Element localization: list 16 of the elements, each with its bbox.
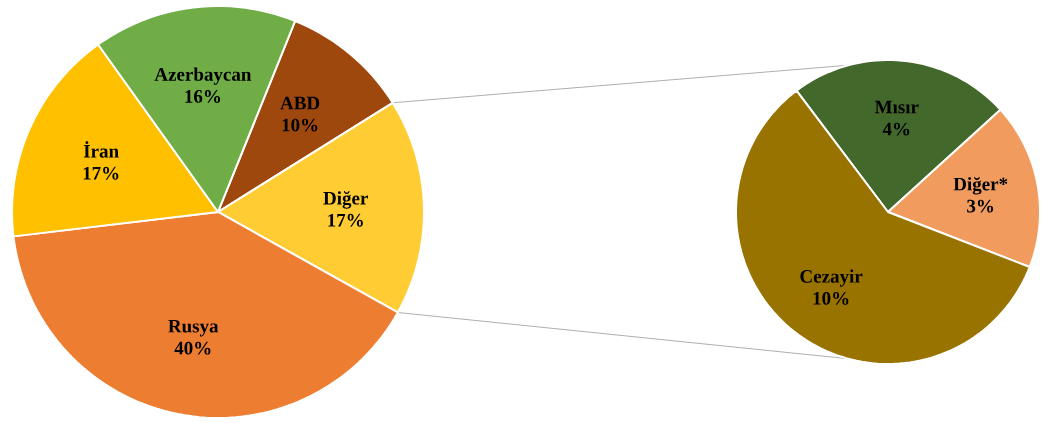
slice-label: Diğer* <box>953 176 1008 195</box>
data-label: 40% <box>174 341 211 355</box>
data-label: 10% <box>282 118 318 132</box>
slice-label: Diğer <box>323 191 368 209</box>
data-label: 4% <box>882 122 910 136</box>
slice-label: Azerbaycan <box>154 67 252 85</box>
slice-label: Cezayir <box>800 269 863 287</box>
slice-label: Rusya <box>168 319 219 337</box>
data-label: 10% <box>813 291 849 305</box>
data-label: 3% <box>967 199 994 213</box>
slice-label: İran <box>83 141 119 158</box>
data-label: 17% <box>83 166 119 180</box>
slice-label: Mısır <box>874 100 919 114</box>
data-label: 17% <box>328 213 363 227</box>
data-label: 16% <box>185 90 221 103</box>
slice-label: ABD <box>280 96 320 110</box>
